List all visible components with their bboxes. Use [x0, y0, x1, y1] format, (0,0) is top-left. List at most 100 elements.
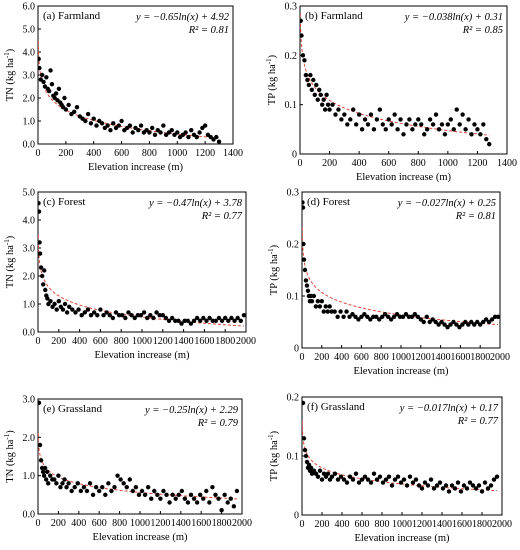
y-tick-label: 1.0 — [23, 471, 36, 482]
data-point — [120, 313, 125, 318]
x-tick-label: 2000 — [490, 352, 510, 363]
data-point — [39, 273, 45, 279]
data-point — [319, 477, 325, 482]
y-tick-label: 0.2 — [285, 51, 298, 62]
data-point — [62, 95, 67, 101]
chart-panel-2: 0 200 400 600 800 1000 1200 1400 0 0.1 0.2 0.3 Eleva… — [265, 2, 517, 184]
y-tick-label: 2.0 — [23, 272, 36, 283]
data-point — [88, 313, 94, 318]
x-tick-label: 1600 — [194, 336, 214, 347]
fit-curve — [300, 14, 490, 136]
data-point — [458, 489, 464, 494]
data-point — [83, 118, 88, 124]
data-point — [60, 481, 65, 486]
data-point — [315, 474, 321, 479]
x-tick-label: 800 — [112, 518, 127, 529]
data-point — [329, 474, 335, 479]
data-point — [151, 315, 156, 321]
data-point — [97, 488, 102, 494]
data-point — [325, 309, 330, 314]
data-point — [332, 309, 337, 314]
data-point — [213, 492, 218, 498]
data-point — [139, 488, 145, 494]
data-point — [107, 313, 112, 318]
data-point — [56, 86, 62, 92]
data-point — [197, 130, 202, 135]
data-point — [48, 299, 53, 304]
data-point — [484, 137, 489, 142]
x-tick-label: 400 — [72, 336, 87, 347]
data-point — [353, 122, 359, 127]
y-tick-label: 0.2 — [287, 240, 300, 251]
data-point — [404, 483, 410, 488]
y-tick-label: 5.0 — [23, 25, 36, 36]
data-point — [210, 484, 215, 490]
data-point — [327, 107, 332, 112]
y-axis-label: TN (kg ha-1) — [3, 235, 16, 288]
data-point — [112, 484, 117, 490]
data-point — [457, 325, 462, 330]
data-point — [62, 477, 67, 482]
x-tick-label: 800 — [375, 519, 390, 530]
y-tick-label: 6.0 — [23, 2, 36, 13]
data-point — [222, 492, 227, 498]
data-point — [424, 314, 429, 319]
r-squared: R² = 0.85 — [462, 25, 503, 36]
y-tick-label: 2.0 — [23, 94, 36, 105]
data-point — [152, 132, 158, 137]
data-point — [434, 483, 440, 488]
data-point — [173, 318, 178, 323]
data-point — [317, 87, 322, 93]
data-point — [182, 496, 188, 501]
data-layer — [302, 400, 500, 494]
data-point — [185, 500, 191, 505]
data-point — [407, 117, 412, 122]
data-point — [235, 315, 240, 321]
y-axis-label: TP (kg ha-1) — [267, 244, 280, 295]
data-point — [437, 480, 443, 485]
data-point — [442, 132, 448, 137]
data-point — [150, 125, 155, 131]
x-tick-label: 1800 — [472, 519, 492, 530]
fit-curve — [302, 227, 499, 326]
data-point — [436, 127, 442, 132]
data-point — [418, 317, 423, 322]
data-point — [380, 122, 385, 127]
data-point — [216, 315, 222, 321]
x-tick-label: 1400 — [171, 518, 191, 529]
data-point — [216, 496, 221, 501]
data-point — [309, 87, 315, 93]
data-point — [391, 314, 397, 319]
data-point — [379, 314, 385, 319]
x-tick-label: 1800 — [470, 352, 490, 363]
data-point — [225, 500, 230, 505]
data-point — [380, 480, 386, 485]
data-point — [347, 314, 352, 319]
data-point — [98, 307, 103, 312]
data-point — [106, 481, 111, 486]
data-point — [91, 310, 97, 315]
data-point — [43, 477, 49, 482]
x-tick-label: 2000 — [492, 519, 512, 530]
data-point — [311, 293, 317, 299]
data-point — [314, 82, 319, 88]
data-point — [313, 304, 319, 309]
data-point — [401, 477, 407, 482]
data-point — [302, 58, 307, 63]
data-point — [129, 313, 134, 318]
data-point — [38, 56, 41, 62]
data-layer — [302, 200, 500, 330]
data-point — [219, 318, 225, 323]
data-point — [339, 117, 344, 122]
data-point — [124, 484, 129, 490]
x-tick-label: 200 — [58, 148, 73, 159]
data-point — [75, 481, 80, 486]
data-point — [308, 465, 314, 470]
data-point — [126, 310, 131, 315]
y-tick-label: 2.0 — [23, 433, 36, 444]
x-tick-label: 1600 — [191, 518, 211, 529]
y-tick-label: 5.0 — [23, 188, 36, 199]
data-point — [342, 112, 347, 117]
x-tick-label: 400 — [335, 519, 350, 530]
x-tick-label: 0 — [36, 336, 41, 347]
